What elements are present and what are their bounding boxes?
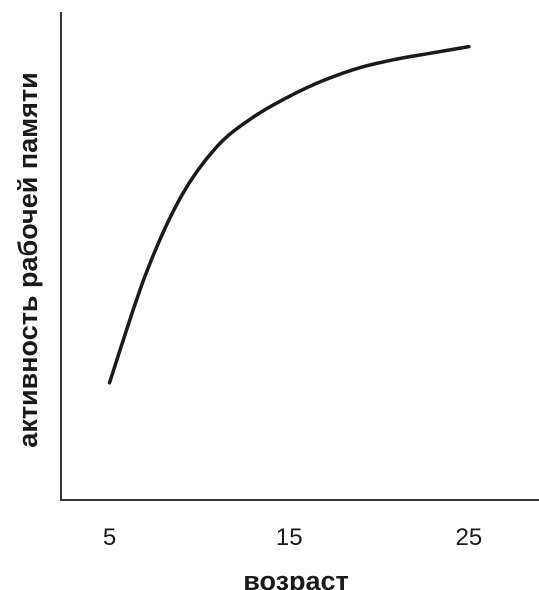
plot-area (60, 12, 539, 501)
y-axis-title: активность рабочей памяти (13, 72, 43, 447)
x-tick-labels: 5 15 25 (103, 524, 482, 551)
x-tick-label: 25 (456, 524, 483, 551)
x-axis-title: возраст (243, 566, 349, 590)
series-line (107, 44, 471, 385)
x-tick-label: 5 (103, 524, 116, 551)
x-tick-label: 15 (276, 524, 303, 551)
